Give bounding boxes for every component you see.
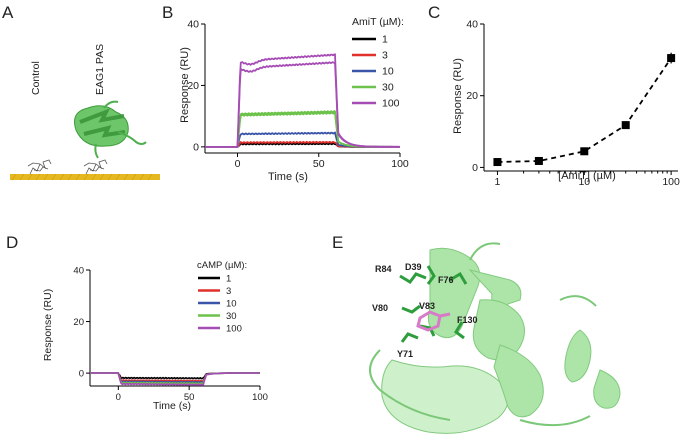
chart-d-xlabel: Time (s) — [153, 400, 191, 412]
y-tick-label: 40 — [187, 19, 199, 31]
series-line-1 — [90, 372, 260, 380]
chart-b-ylabel: Response (RU) — [179, 47, 191, 123]
x-tick-label: 100 — [662, 176, 680, 188]
chart-d-ylabel: Response (RU) — [42, 289, 54, 361]
legend-label-3: 3 — [382, 50, 388, 62]
data-point — [621, 121, 630, 130]
x-tick-label: 100 — [391, 158, 409, 170]
x-tick-label: 50 — [313, 158, 325, 170]
legend-label-30: 30 — [226, 311, 237, 322]
chart-c: [AmiT] (µM) Response (RU) 0 20 40 1 10 100 — [452, 19, 680, 189]
y-tick-label: 0 — [193, 141, 199, 153]
sensor-chip-gold-surface — [10, 174, 160, 180]
data-point — [534, 156, 543, 165]
chart-b-xlabel: Time (s) — [268, 171, 308, 183]
chart-c-ylabel: Response (RU) — [452, 58, 464, 134]
y-tick-label: 20 — [73, 317, 84, 328]
y-tick-label: 20 — [466, 90, 478, 102]
sidechains — [399, 265, 468, 343]
panel-letter-e: E — [332, 233, 343, 252]
data-point — [580, 147, 589, 156]
chart-b-legend-title: AmiT (µM): — [352, 16, 404, 28]
chart-c-xlabel: [AmiT] (µM) — [558, 170, 616, 182]
residue-label-f76: F76 — [438, 275, 454, 285]
panel-letter-c: C — [428, 3, 440, 22]
chart-d-legend-title: cAMP (µM): — [197, 260, 247, 271]
y-tick-label: 40 — [466, 19, 478, 31]
residue-label-y71: Y71 — [397, 349, 413, 359]
legend-label-1: 1 — [382, 34, 388, 46]
residue-label-f130: F130 — [457, 315, 478, 325]
linker-molecule-protein — [83, 159, 108, 175]
panel-letter-b: B — [162, 3, 173, 22]
legend-label-10: 10 — [226, 299, 237, 310]
fit-line-dashed — [497, 57, 672, 163]
label-eag1-pas: EAG1 PAS — [94, 44, 106, 95]
panel-letter-d: D — [6, 233, 18, 252]
chart-d: Time (s) Response (RU) cAMP (µM): 0 20 40 0… — [42, 260, 268, 412]
helix-loops — [369, 242, 597, 427]
y-tick-label: 0 — [79, 369, 84, 380]
data-point — [493, 158, 502, 167]
series-line-3 — [90, 372, 260, 383]
x-tick-label: 100 — [252, 392, 268, 403]
chart-b: Time (s) Response (RU) AmiT (µM): 0 20 40 0… — [179, 16, 409, 183]
x-tick-label: 10 — [578, 176, 590, 188]
protein-ribbon — [381, 247, 621, 434]
y-tick-label: 0 — [472, 162, 478, 174]
series-line-100 — [205, 61, 400, 148]
residue-label-d39: D39 — [405, 262, 422, 272]
x-tick-label: 0 — [116, 392, 121, 403]
legend-label-100: 100 — [382, 98, 400, 110]
legend-label-100: 100 — [226, 324, 242, 335]
residue-label-r84: R84 — [375, 264, 392, 274]
linker-molecule-control — [27, 159, 52, 175]
panel-a-illustration: Control EAG1 PAS — [10, 44, 160, 181]
label-control: Control — [30, 61, 42, 95]
y-tick-label: 40 — [73, 266, 84, 277]
series-line-100 — [90, 372, 260, 386]
legend-label-3: 3 — [226, 286, 231, 297]
panel-e-structure: R84 D39 F76 V80 V83 F130 Y71 — [369, 242, 621, 434]
eag1-pas-protein-cartoon — [74, 100, 147, 159]
y-tick-label: 20 — [187, 80, 199, 92]
legend-label-30: 30 — [382, 82, 394, 94]
x-tick-label: 0 — [235, 158, 241, 170]
ligand-amit — [416, 310, 451, 332]
residue-label-v83: V83 — [419, 301, 435, 311]
x-tick-label: 1 — [495, 176, 501, 188]
residue-label-v80: V80 — [372, 303, 388, 313]
x-tick-label: 50 — [184, 392, 195, 403]
legend-label-10: 10 — [382, 66, 394, 78]
panel-letter-a: A — [2, 3, 14, 22]
legend-label-1: 1 — [226, 274, 231, 285]
